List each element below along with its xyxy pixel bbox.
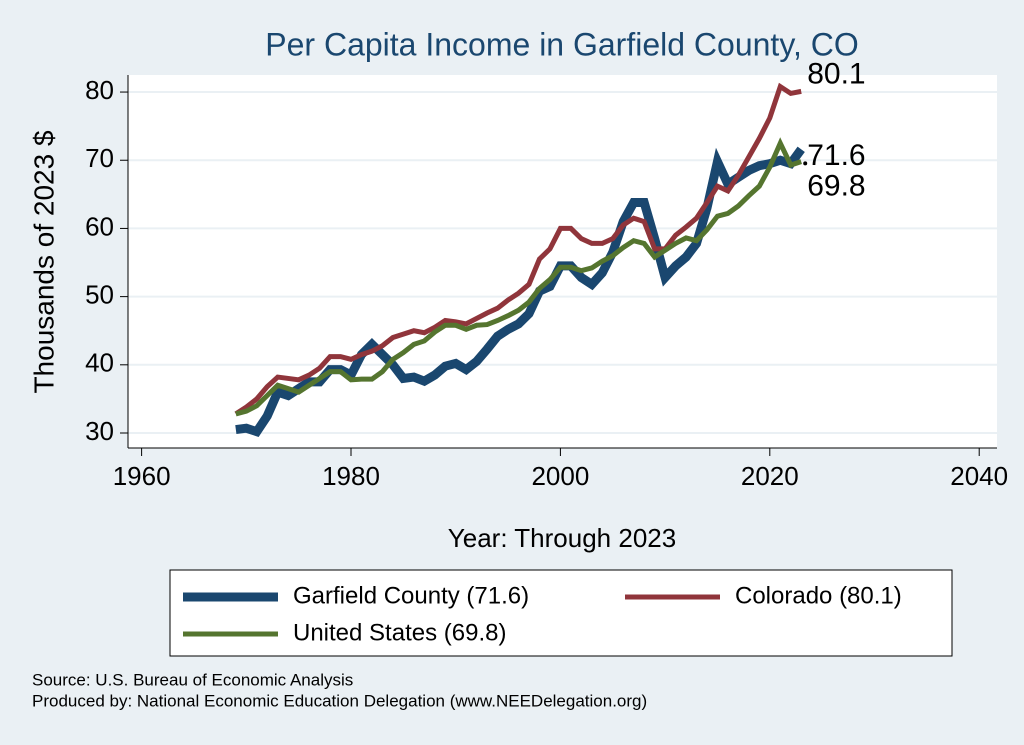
x-tick-label: 1960	[113, 461, 171, 491]
y-tick-label: 60	[85, 211, 114, 241]
x-axis-title: Year: Through 2023	[448, 523, 676, 553]
y-tick-label: 40	[85, 348, 114, 378]
y-tick-label: 80	[85, 75, 114, 105]
y-tick-label: 70	[85, 143, 114, 173]
y-tick-label: 50	[85, 279, 114, 309]
end-label: 71.6	[807, 139, 865, 172]
y-tick-label: 30	[85, 416, 114, 446]
end-marker	[803, 161, 808, 166]
x-tick-label: 2040	[950, 461, 1008, 491]
end-label: 80.1	[807, 57, 865, 90]
credit-note: Produced by: National Economic Education…	[32, 691, 647, 710]
legend-box	[169, 569, 953, 657]
series-line	[235, 137, 802, 417]
legend-label: United States (69.8)	[293, 619, 506, 646]
x-tick-label: 2000	[531, 461, 589, 491]
source-note: Source: U.S. Bureau of Economic Analysis	[32, 670, 353, 689]
x-tick-label: 1980	[322, 461, 380, 491]
legend-label: Garfield County (71.6)	[293, 582, 529, 609]
y-axis-title: Thousands of 2023 $	[28, 130, 59, 394]
chart-title: Per Capita Income in Garfield County, CO	[265, 26, 858, 62]
series-line	[234, 82, 802, 416]
end-label: 69.8	[807, 170, 865, 203]
x-tick-label: 2020	[741, 461, 799, 491]
legend-label: Colorado (80.1)	[735, 582, 902, 609]
